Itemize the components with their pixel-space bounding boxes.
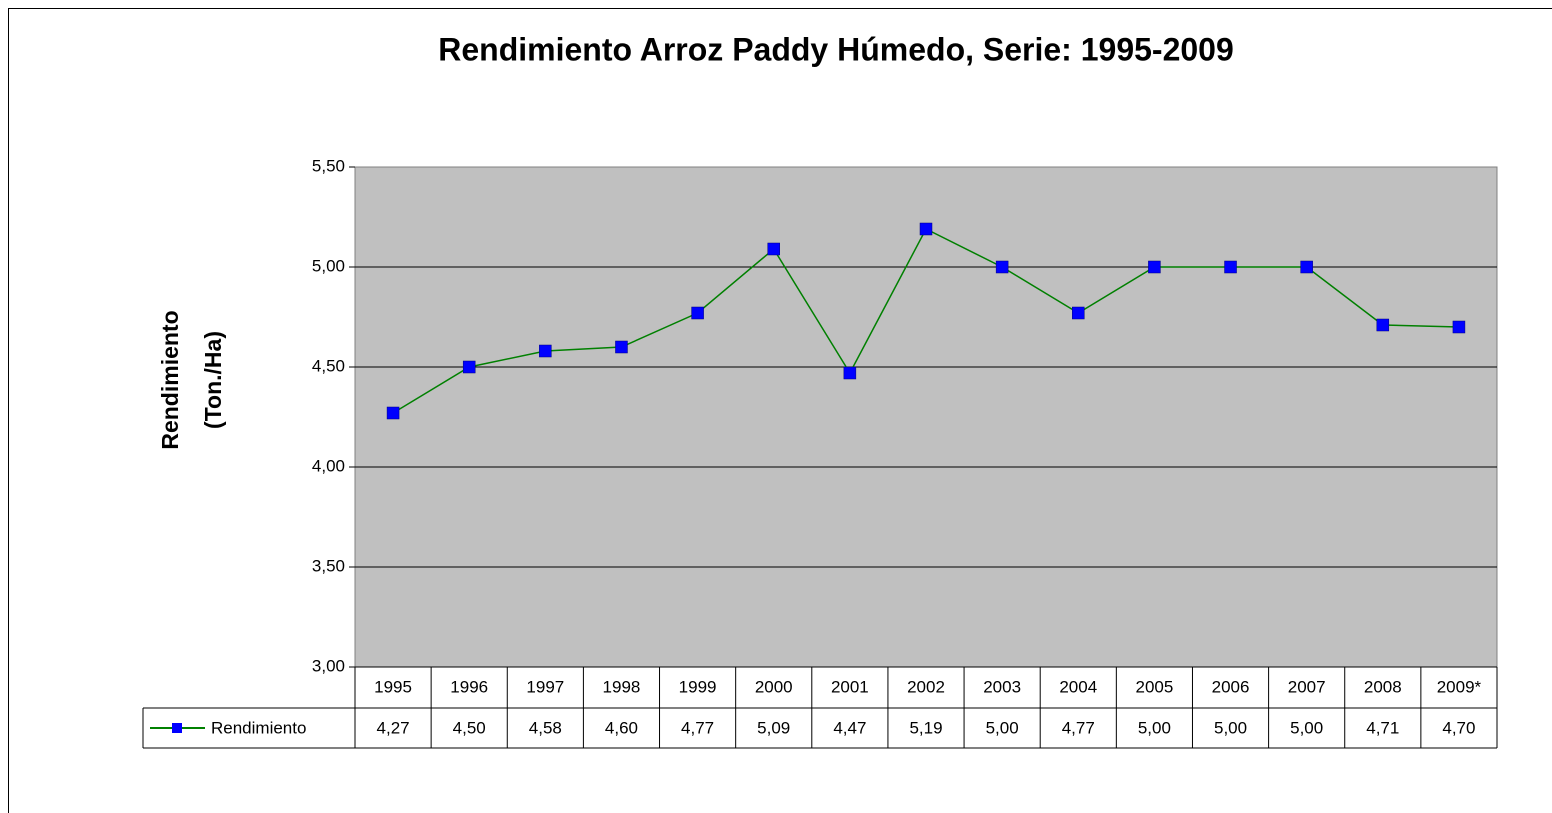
x-tick-label: 2001 <box>831 677 869 696</box>
x-tick-label: 1995 <box>374 677 412 696</box>
y-tick-label: 4,50 <box>312 356 345 375</box>
data-label: 5,00 <box>1138 718 1171 737</box>
x-tick-label: 2008 <box>1364 677 1402 696</box>
data-point <box>539 344 552 358</box>
x-tick-label: 2006 <box>1212 677 1250 696</box>
x-tick-label: 2009* <box>1437 677 1482 696</box>
data-label: 4,50 <box>453 718 486 737</box>
legend-label: Rendimiento <box>211 718 306 737</box>
data-point <box>1300 260 1313 274</box>
y-tick-label: 3,00 <box>312 656 345 675</box>
plot-area <box>354 166 1498 668</box>
data-label: 4,47 <box>833 718 866 737</box>
data-point <box>1376 318 1390 332</box>
x-tick-label: 2004 <box>1059 677 1097 696</box>
data-label: 4,70 <box>1442 718 1475 737</box>
x-tick-label: 1997 <box>526 677 564 696</box>
y-tick-label: 5,00 <box>312 256 345 275</box>
x-tick-label: 2000 <box>755 677 793 696</box>
data-label: 4,77 <box>1062 718 1095 737</box>
x-tick-label: 2002 <box>907 677 945 696</box>
data-label: 5,00 <box>986 718 1019 737</box>
data-label: 4,27 <box>377 718 410 737</box>
x-tick-label: 2003 <box>983 677 1021 696</box>
data-point <box>767 242 780 256</box>
y-tick-label: 3,50 <box>312 556 345 575</box>
data-point <box>462 360 476 374</box>
x-tick-label: 1999 <box>679 677 717 696</box>
data-point <box>995 260 1009 274</box>
data-label: 4,77 <box>681 718 714 737</box>
data-label: 5,09 <box>757 718 790 737</box>
data-point <box>1072 306 1085 320</box>
data-point <box>843 366 857 380</box>
data-point <box>386 406 400 420</box>
data-label: 5,19 <box>909 718 942 737</box>
data-point <box>1452 320 1466 334</box>
data-label: 5,00 <box>1290 718 1323 737</box>
legend-marker <box>172 723 182 733</box>
data-label: 5,00 <box>1214 718 1247 737</box>
data-point <box>1224 260 1237 274</box>
x-tick-label: 2007 <box>1288 677 1326 696</box>
y-axis-label: Rendimiento <box>157 310 183 449</box>
data-label: 4,58 <box>529 718 562 737</box>
x-tick-label: 2005 <box>1135 677 1173 696</box>
data-point <box>615 340 628 354</box>
data-point <box>691 306 704 320</box>
data-point <box>1148 260 1161 274</box>
data-label: 4,60 <box>605 718 638 737</box>
chart-title: Rendimiento Arroz Paddy Húmedo, Serie: 1… <box>438 31 1234 67</box>
x-tick-label: 1996 <box>450 677 488 696</box>
data-label: 4,71 <box>1366 718 1399 737</box>
x-tick-label: 1998 <box>603 677 641 696</box>
y-tick-label: 4,00 <box>312 456 345 475</box>
y-axis-label: (Ton./Ha) <box>200 331 226 429</box>
y-tick-label: 5,50 <box>312 156 345 175</box>
data-point <box>919 222 933 236</box>
